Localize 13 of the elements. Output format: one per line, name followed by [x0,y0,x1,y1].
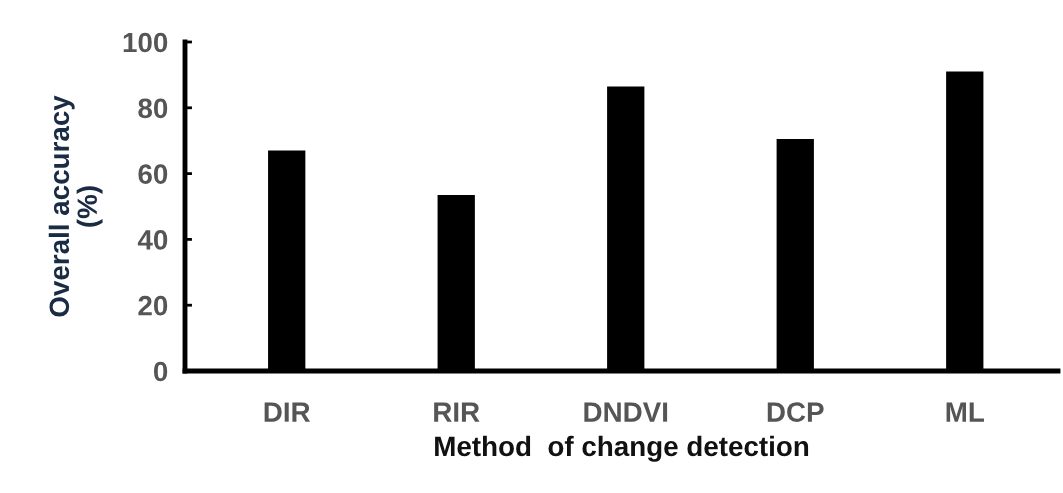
y-tick-label: 80 [138,98,168,119]
x-axis-title: Method of change detection [435,435,809,462]
x-tick-label: DIR [264,402,311,422]
x-tick-label: RIR [434,402,480,422]
y-tick-label: 0 [153,361,168,382]
x-tick-label: DNDVI [584,402,668,422]
y-tick-label: 60 [138,164,168,184]
y-tick-label: 40 [137,230,168,250]
x-tick-label: DCP [767,402,824,422]
x-tick-label: ML [946,402,984,422]
y-tick-label: 20 [138,295,168,316]
y-axis-title: Overall accuracy (%) [48,95,103,317]
y-tick-label: 100 [123,32,168,53]
